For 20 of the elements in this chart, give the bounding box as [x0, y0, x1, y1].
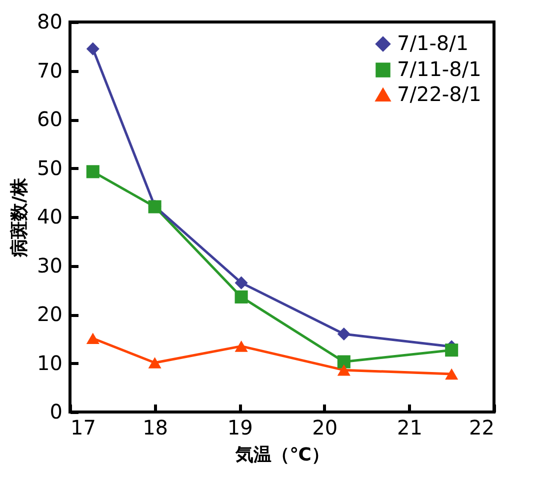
x-tick-label: 17: [70, 416, 96, 440]
legend-label: 7/22-8/1: [397, 82, 482, 106]
y-tick-label: 0: [50, 400, 62, 424]
y-tick-label: 20: [37, 302, 62, 326]
x-tick-label: 20: [312, 416, 338, 440]
x-axis-title: 気温（℃）: [234, 444, 330, 466]
y-tick-label: 60: [37, 107, 62, 131]
x-tick-label: 19: [227, 416, 253, 440]
x-tick-label: 21: [396, 416, 422, 440]
legend-label: 7/1-8/1: [397, 31, 469, 55]
y-tick-label: 80: [37, 10, 62, 34]
x-tick-label: 18: [142, 416, 168, 440]
y-tick-label: 40: [37, 204, 62, 228]
y-tick-label: 50: [37, 156, 62, 180]
y-axis-title: 病斑数/株: [9, 177, 30, 258]
y-tick-label: 70: [37, 58, 62, 82]
legend-label: 7/11-8/1: [397, 57, 482, 81]
x-tick-label: 22: [469, 416, 494, 440]
y-tick-label: 30: [37, 253, 62, 278]
y-tick-label: 10: [37, 350, 62, 375]
